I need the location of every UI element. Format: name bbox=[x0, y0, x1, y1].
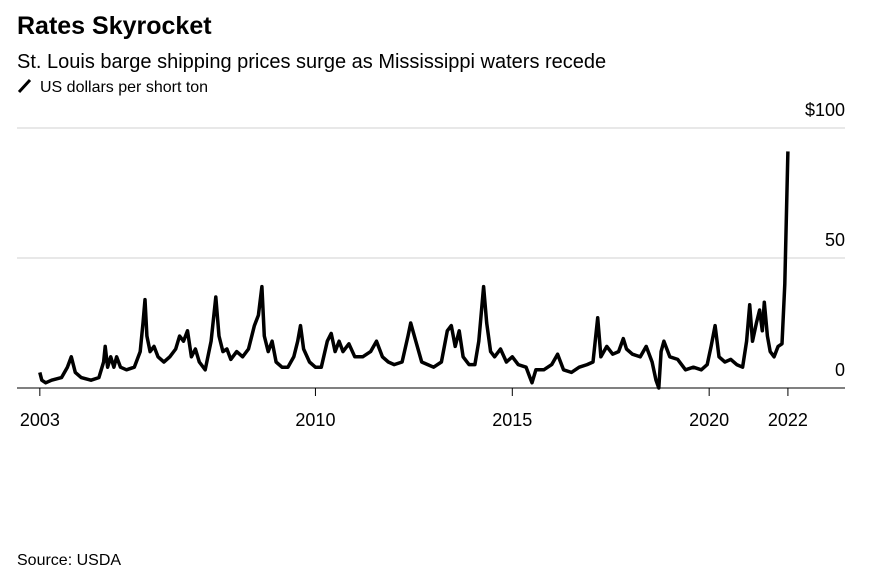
legend-label: US dollars per short ton bbox=[40, 79, 208, 96]
data-line bbox=[38, 151, 790, 390]
y-tick-label: $100 bbox=[805, 100, 845, 120]
chart-title: Rates Skyrocket bbox=[17, 12, 212, 40]
x-tick-label: 2022 bbox=[768, 410, 808, 430]
x-tick-label: 2003 bbox=[20, 410, 60, 430]
legend-marker bbox=[17, 78, 32, 94]
y-tick-label: 50 bbox=[825, 230, 845, 250]
chart-subtitle: St. Louis barge shipping prices surge as… bbox=[17, 51, 606, 73]
x-tick-label: 2015 bbox=[492, 410, 532, 430]
x-tick-label: 2010 bbox=[295, 410, 335, 430]
x-tick-label: 2020 bbox=[689, 410, 729, 430]
source: Source: USDA bbox=[17, 552, 121, 569]
y-tick-label: 0 bbox=[835, 360, 845, 380]
